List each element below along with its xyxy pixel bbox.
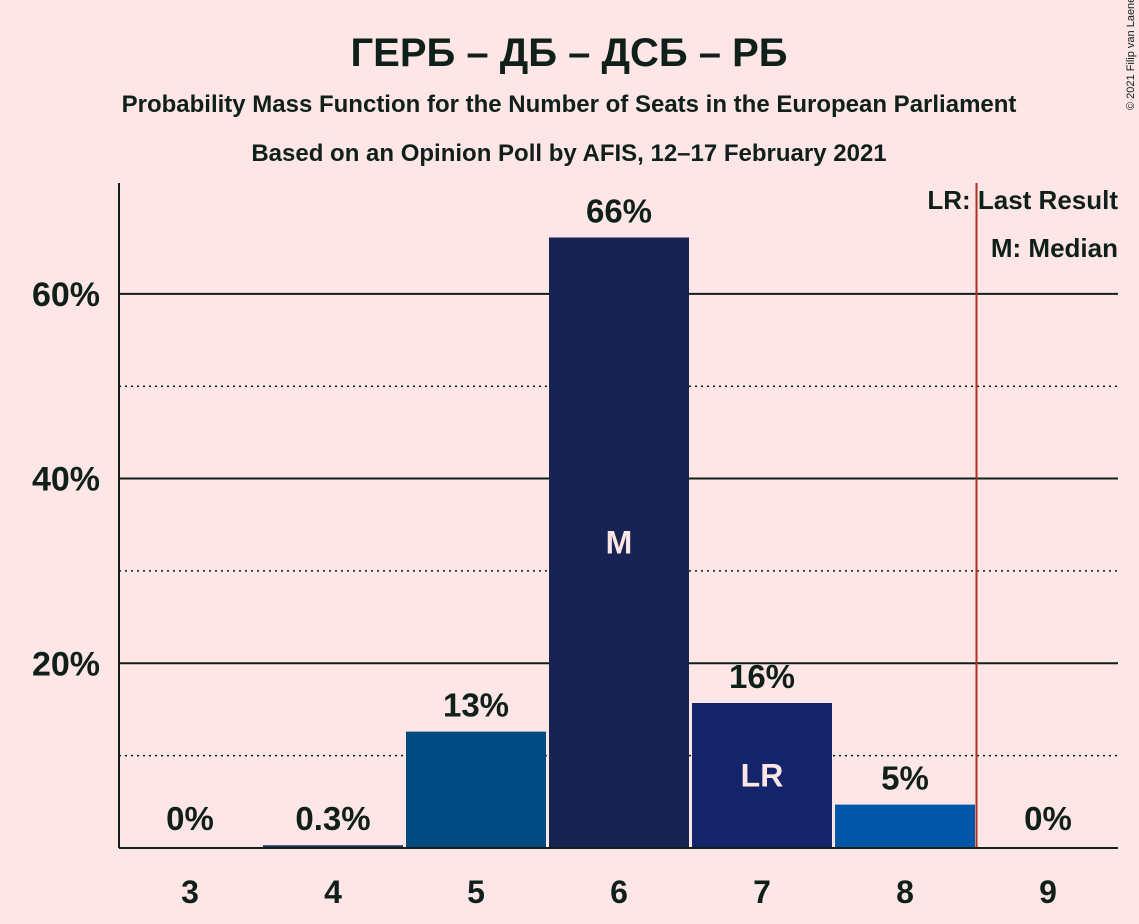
axes: 3 4 5 6 7 8 9 [118,183,1118,910]
bar [835,804,975,848]
y-tick-label: 20% [32,645,100,683]
bar-value-label: 5% [881,760,929,797]
x-tick-label: 4 [324,874,342,910]
chart-subtitle-poll: Based on an Opinion Poll by AFIS, 12–17 … [251,140,886,167]
data-labels: 0% 0.3% 13% 66% M 16% LR 5% 0% [166,183,1072,848]
bars [263,237,975,849]
legend-last-result: LR: Last Result [927,185,1118,215]
y-tick-label: 40% [32,461,100,499]
bar-value-label: 16% [729,658,795,695]
median-marker: M [606,525,633,561]
x-tick-label: 6 [610,874,628,910]
y-tick-label: 60% [32,276,100,314]
bar [406,731,546,848]
x-tick-label: 8 [896,874,914,910]
chart-subtitle: Probability Mass Function for the Number… [122,91,1017,118]
bar-value-label: 66% [586,192,652,229]
bar-value-label: 0.3% [295,800,370,837]
bar [549,237,689,849]
chart-title: ГЕРБ – ДБ – ДСБ – РБ [350,31,787,75]
bar-value-label: 0% [166,800,214,837]
bar-value-label: 0% [1024,800,1072,837]
last-result-marker: LR [741,757,784,793]
x-tick-label: 3 [181,874,199,910]
bar [692,702,832,848]
x-tick-label: 9 [1039,874,1057,910]
x-tick-label: 7 [753,874,771,910]
legend-median: M: Median [991,233,1118,263]
copyright-notice: © 2021 Filip van Laenen [1125,0,1137,110]
x-tick-label: 5 [467,874,485,910]
bar [263,845,403,848]
bar-value-label: 13% [443,687,509,724]
